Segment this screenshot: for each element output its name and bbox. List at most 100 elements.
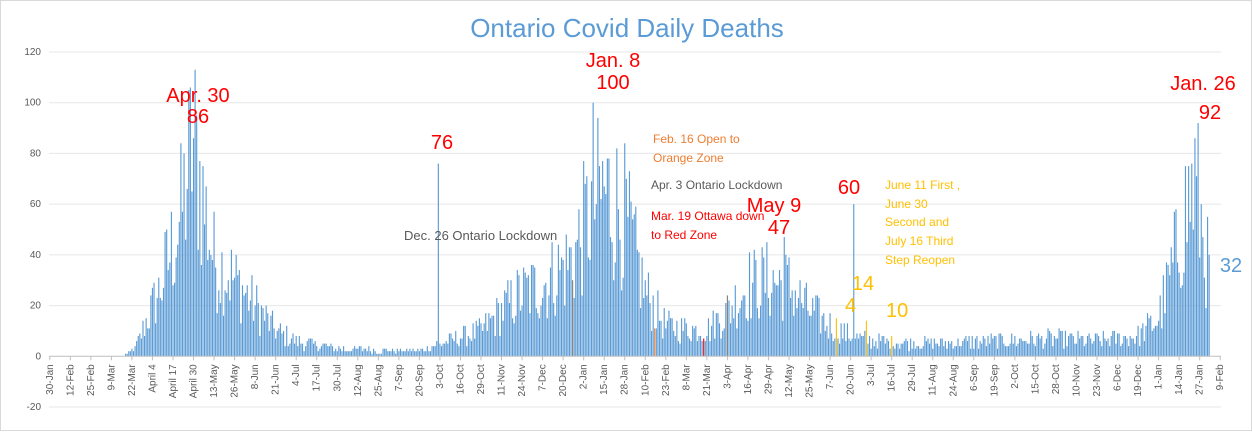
bar xyxy=(933,338,935,357)
bar xyxy=(485,313,487,357)
bar xyxy=(491,315,493,357)
bar xyxy=(1094,333,1096,357)
bar xyxy=(391,348,394,357)
bar xyxy=(681,318,683,357)
bar xyxy=(608,158,610,357)
bar xyxy=(1170,247,1172,357)
bar xyxy=(755,259,757,357)
bar xyxy=(1052,346,1054,357)
bar xyxy=(1129,336,1131,357)
bar xyxy=(880,341,882,357)
bar xyxy=(984,338,986,357)
bar xyxy=(965,336,967,357)
bar xyxy=(289,343,291,357)
y-tick-label: 100 xyxy=(24,98,41,109)
annotation-label: June 30 xyxy=(885,197,928,211)
bar xyxy=(1064,330,1066,357)
x-tick-label: 19-Sep xyxy=(989,364,1000,397)
bar xyxy=(780,280,782,357)
bar xyxy=(1165,262,1168,357)
bar xyxy=(549,267,552,357)
bar xyxy=(425,351,427,357)
bar xyxy=(229,300,231,357)
x-tick-label: 7-Jun xyxy=(825,364,836,389)
bar xyxy=(578,209,580,357)
bar xyxy=(1146,313,1149,357)
bar xyxy=(715,313,717,357)
bar xyxy=(1063,348,1065,357)
bar xyxy=(218,290,220,357)
bar xyxy=(646,295,648,357)
bar xyxy=(731,305,733,357)
annotation-label: Feb. 16 Open to xyxy=(653,132,740,146)
bar xyxy=(139,333,141,357)
bar xyxy=(172,285,174,357)
bar xyxy=(707,318,710,357)
bar xyxy=(823,313,825,357)
x-tick-label: 7-Dec xyxy=(538,364,549,391)
bar xyxy=(303,351,305,357)
bar xyxy=(916,346,918,357)
bar xyxy=(524,272,526,357)
bar xyxy=(606,158,608,357)
bar xyxy=(962,341,964,357)
bar xyxy=(204,224,206,357)
bar xyxy=(777,285,779,357)
bar xyxy=(290,338,293,357)
bar xyxy=(1159,295,1161,357)
bar xyxy=(876,348,879,357)
bar xyxy=(1066,346,1068,357)
bar xyxy=(799,280,801,357)
x-tick-label: 29-Jul xyxy=(907,364,918,391)
bar xyxy=(854,338,856,357)
bar xyxy=(513,323,515,357)
bar xyxy=(1104,338,1106,357)
bar xyxy=(140,338,142,357)
bar xyxy=(831,333,833,357)
annotation-label: 60 xyxy=(838,177,860,199)
bar xyxy=(278,328,280,357)
bar xyxy=(884,343,886,357)
bar xyxy=(344,351,346,357)
bar xyxy=(306,341,308,357)
bar xyxy=(128,351,130,357)
bar xyxy=(262,308,264,357)
bar xyxy=(1156,325,1158,357)
bar xyxy=(748,252,751,357)
bar xyxy=(903,341,905,357)
bar xyxy=(1113,330,1115,357)
bar xyxy=(477,325,479,357)
bar xyxy=(1006,346,1008,357)
bar xyxy=(761,247,763,357)
bar xyxy=(957,338,959,357)
bar xyxy=(515,315,517,357)
bar xyxy=(379,353,381,357)
bar xyxy=(257,303,259,357)
bar xyxy=(635,206,637,357)
bar xyxy=(216,313,218,357)
x-tick-label: 6-Dec xyxy=(1113,364,1124,391)
bar xyxy=(294,343,296,357)
bar xyxy=(404,351,406,357)
bar xyxy=(1003,343,1005,357)
bar xyxy=(254,305,256,357)
bar xyxy=(410,351,413,357)
bar xyxy=(436,341,438,357)
bar xyxy=(500,303,503,357)
bar xyxy=(493,315,495,357)
bar xyxy=(423,351,425,357)
bar xyxy=(527,275,529,357)
bar xyxy=(720,338,722,357)
bar xyxy=(188,90,190,357)
bar xyxy=(464,325,466,357)
bar xyxy=(688,338,691,357)
bar xyxy=(758,318,760,357)
bar xyxy=(1110,336,1112,357)
bar xyxy=(298,336,300,357)
bar xyxy=(186,188,188,357)
annotation-label: Dec. 26 Ontario Lockdown xyxy=(404,228,557,243)
bar xyxy=(1186,242,1188,357)
bar xyxy=(753,249,755,357)
bar xyxy=(919,348,921,357)
